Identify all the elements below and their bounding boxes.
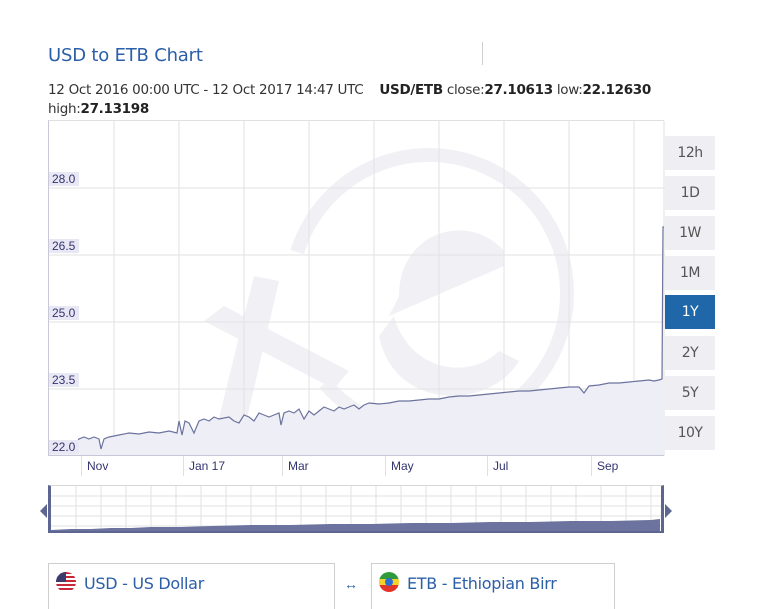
high-value: 27.13198 <box>80 101 149 117</box>
chart-canvas <box>49 121 665 456</box>
chart-info: 12 Oct 2016 00:00 UTC - 12 Oct 2017 14:4… <box>48 81 668 119</box>
range-button-1m[interactable]: 1M <box>665 256 715 290</box>
navigator-right-handle-icon[interactable] <box>665 504 672 518</box>
x-tick-label: Nov <box>87 459 109 473</box>
from-currency-select[interactable] <box>48 563 335 609</box>
range-button-10y[interactable]: 10Y <box>665 416 715 450</box>
close-value: 27.10613 <box>484 82 553 98</box>
chart-navigator[interactable] <box>48 485 664 533</box>
close-label: close: <box>446 82 485 98</box>
range-button-5y[interactable]: 5Y <box>665 376 715 410</box>
low-value: 22.12630 <box>582 82 652 98</box>
us-flag-icon <box>56 572 76 592</box>
x-tick-label: Sep <box>597 459 619 473</box>
to-currency-select[interactable] <box>371 563 615 609</box>
high-label: high: <box>48 101 81 117</box>
x-tick <box>487 456 488 476</box>
price-area <box>49 227 664 456</box>
y-tick-label: 26.5 <box>49 239 80 253</box>
price-chart[interactable] <box>48 120 665 456</box>
y-tick-label: 28.0 <box>49 172 80 186</box>
range-button-2y[interactable]: 2Y <box>665 336 715 370</box>
y-tick-label: 25.0 <box>49 306 80 320</box>
date-range: 12 Oct 2016 00:00 UTC - 12 Oct 2017 14:4… <box>48 82 364 98</box>
low-label: low: <box>556 82 583 98</box>
navigator-left-handle-icon[interactable] <box>40 504 47 518</box>
range-button-1d[interactable]: 1D <box>665 176 715 210</box>
swap-currencies-icon[interactable]: ↔ <box>344 576 358 592</box>
currency-pair: USD/ETB <box>379 82 443 98</box>
to-currency-label: ETB - Ethiopian Birr <box>407 574 557 593</box>
y-tick-label: 22.0 <box>49 440 80 454</box>
x-tick-label: Jul <box>493 459 509 473</box>
x-tick-label: Jan 17 <box>189 459 226 473</box>
x-axis <box>48 455 664 478</box>
range-button-12h[interactable]: 12h <box>665 136 715 170</box>
y-tick-label: 23.5 <box>49 373 80 387</box>
x-tick <box>183 456 184 476</box>
x-tick <box>591 456 592 476</box>
range-button-1w[interactable]: 1W <box>665 216 715 250</box>
x-tick-label: Mar <box>288 459 309 473</box>
header-divider <box>482 42 483 65</box>
x-tick <box>282 456 283 476</box>
price-line <box>49 226 664 450</box>
x-tick-label: May <box>391 459 414 473</box>
from-currency-label: USD - US Dollar <box>84 574 204 593</box>
navigator-canvas <box>51 486 661 531</box>
range-button-1y[interactable]: 1Y <box>665 295 715 329</box>
page-title: USD to ETB Chart <box>48 45 203 66</box>
x-tick <box>385 456 386 476</box>
ethiopia-flag-icon <box>379 572 399 592</box>
x-tick <box>81 456 82 476</box>
